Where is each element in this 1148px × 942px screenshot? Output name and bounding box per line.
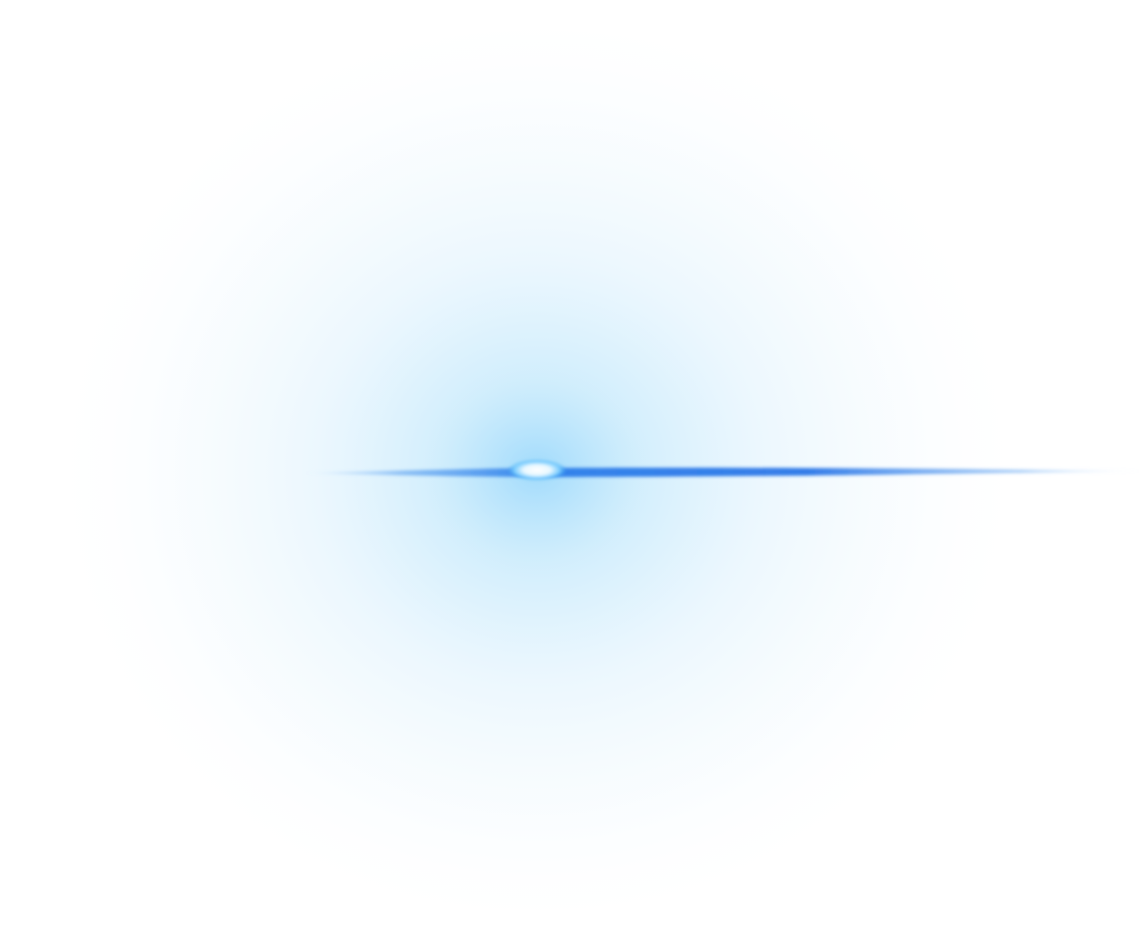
halo-glow: [37, 30, 1037, 910]
inner-glow: [427, 375, 647, 565]
light-streak: [300, 467, 1148, 477]
flare-center: [507, 459, 567, 481]
